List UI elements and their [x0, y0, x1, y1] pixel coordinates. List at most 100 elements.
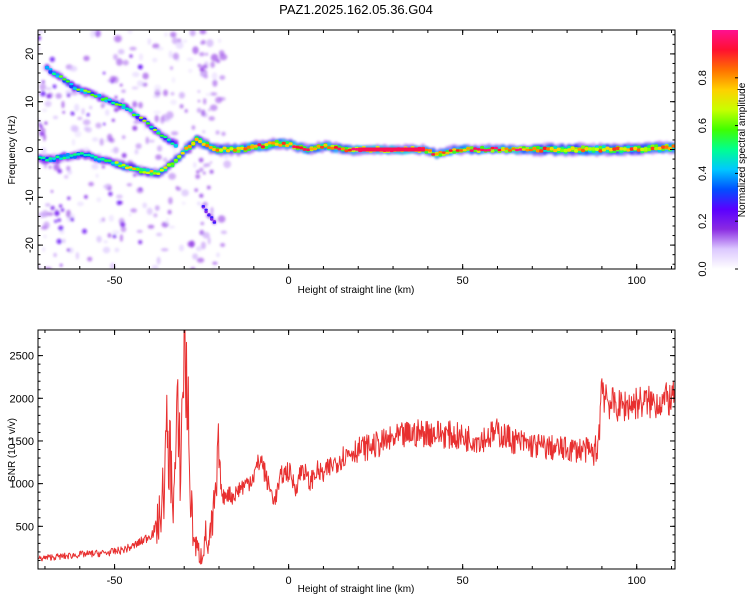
- heat-cell: [309, 147, 314, 151]
- heat-cell: [170, 142, 175, 145]
- heat-cell: [125, 107, 130, 110]
- speckle: [77, 116, 83, 120]
- heat-cell: [462, 148, 467, 152]
- heat-cell: [598, 149, 603, 153]
- speckle: [71, 125, 79, 132]
- speckle: [43, 234, 47, 239]
- speckle: [70, 217, 75, 222]
- heat-cell: [337, 147, 342, 151]
- speckle: [105, 109, 110, 116]
- spectrogram-ylabel: Frequency (Hz): [7, 116, 18, 185]
- speckle: [91, 137, 99, 142]
- speckle: [171, 77, 176, 83]
- speckle: [197, 201, 201, 206]
- heat-cell: [184, 146, 189, 150]
- heat-cell: [149, 170, 154, 173]
- speckle: [136, 229, 143, 233]
- heat-cell: [152, 172, 157, 175]
- heat-cell: [313, 147, 318, 151]
- heat-cell: [605, 146, 610, 150]
- heat-cell: [229, 147, 234, 151]
- heat-cell: [299, 146, 304, 150]
- speckle: [110, 149, 114, 153]
- speckle: [188, 68, 193, 73]
- spectrogram-ytick-label: -20: [24, 237, 36, 253]
- heat-cell: [504, 147, 509, 150]
- heat-cell: [661, 145, 666, 149]
- speckle: [122, 59, 129, 66]
- heat-cell: [393, 147, 397, 152]
- heat-cell: [427, 149, 432, 152]
- heat-cell: [132, 113, 137, 117]
- speckle: [170, 99, 177, 105]
- speckle: [215, 130, 220, 135]
- speckle: [56, 238, 62, 245]
- speckle: [49, 56, 55, 63]
- heat-cell: [601, 148, 606, 152]
- speckle: [119, 83, 123, 87]
- speckle: [110, 80, 114, 84]
- speckle: [212, 261, 218, 265]
- speckle: [206, 163, 211, 167]
- heat-cell: [55, 75, 60, 78]
- snr-ytick-label: 500: [16, 521, 34, 533]
- speckle: [113, 107, 119, 112]
- speckle: [71, 139, 76, 146]
- heat-cell: [664, 145, 669, 149]
- speckle: [74, 103, 80, 112]
- heat-cell: [563, 148, 568, 153]
- heat-cell: [114, 161, 119, 164]
- speckle: [138, 240, 143, 245]
- speckle: [90, 30, 95, 38]
- spectrogram-ridges: [38, 64, 675, 225]
- heat-cell: [93, 95, 98, 98]
- heat-cell: [152, 128, 157, 131]
- heat-cell: [191, 142, 196, 146]
- speckle: [41, 80, 45, 84]
- spectrogram-ytick-label: -10: [24, 189, 36, 205]
- heat-cell: [118, 164, 123, 168]
- heat-cell: [45, 159, 50, 162]
- speckle: [203, 98, 207, 105]
- heat-cell: [243, 147, 248, 151]
- heat-cell: [128, 108, 133, 111]
- snr-ylabel: SNR (10 * v/v): [7, 418, 18, 482]
- heat-cell: [431, 153, 436, 156]
- heat-cell: [487, 148, 492, 152]
- speckle: [190, 266, 196, 269]
- heat-cell: [212, 221, 217, 224]
- heat-cell: [636, 148, 641, 152]
- speckle: [87, 256, 93, 262]
- heat-cell: [365, 147, 370, 152]
- speckle: [217, 215, 226, 223]
- speckle: [148, 139, 155, 143]
- speckle: [132, 101, 138, 108]
- heat-cell: [187, 145, 192, 149]
- heat-cell: [556, 147, 561, 151]
- heat-cell: [97, 157, 102, 161]
- speckle: [218, 50, 225, 57]
- speckle: [43, 133, 46, 142]
- heat-cell: [494, 146, 499, 150]
- speckle: [66, 209, 71, 218]
- speckle: [184, 109, 188, 113]
- speckle: [206, 185, 211, 190]
- snr-xtick-label: 0: [286, 575, 292, 587]
- speckle: [151, 264, 159, 269]
- heat-cell: [445, 152, 450, 155]
- speckle: [129, 46, 137, 51]
- speckle: [131, 86, 139, 90]
- heat-cell: [104, 97, 109, 100]
- heat-cell: [288, 142, 293, 146]
- speckle: [138, 102, 143, 109]
- heat-cell: [588, 147, 593, 151]
- speckle: [43, 221, 50, 229]
- speckle: [94, 30, 101, 38]
- speckle: [206, 39, 214, 48]
- heat-cell: [138, 170, 143, 174]
- speckle: [146, 207, 153, 215]
- speckle: [129, 54, 133, 58]
- speckle: [113, 146, 119, 154]
- heat-cell: [413, 147, 418, 152]
- speckle: [82, 119, 91, 126]
